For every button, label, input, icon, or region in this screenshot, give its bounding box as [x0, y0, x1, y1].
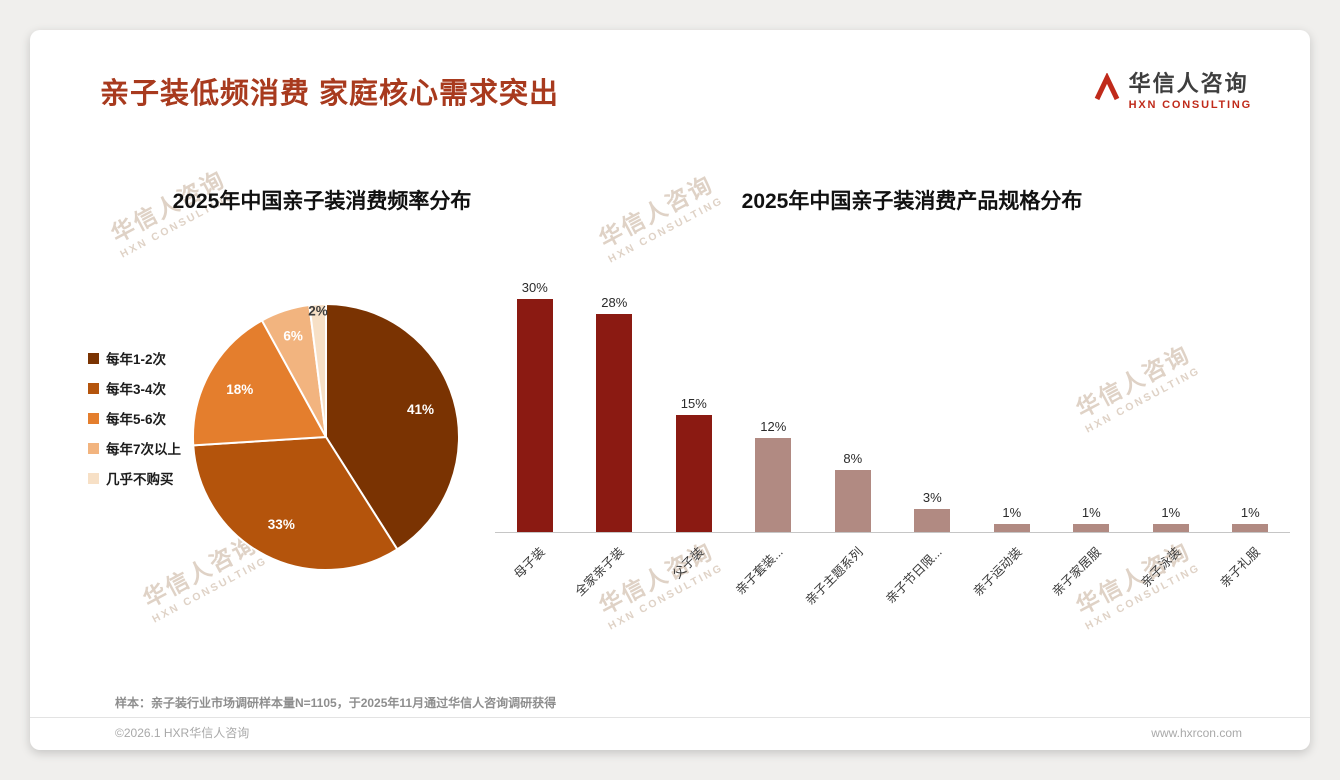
legend-item: 每年7次以上: [88, 433, 181, 463]
bar-category-label: 亲子运动装: [970, 544, 1025, 599]
legend-item: 每年1-2次: [88, 343, 181, 373]
bar-category-labels: 母子装 全家亲子装 父子装 亲子套装... 亲子主题系列 亲子节日限... 亲子运动装 亲子家…: [495, 534, 1290, 644]
bar-value-label: 12%: [760, 419, 787, 435]
pie-value-label: 18%: [226, 382, 253, 397]
bar: [834, 469, 871, 532]
legend-label: 每年7次以上: [106, 442, 182, 457]
bar: [914, 508, 951, 532]
bar: [516, 299, 553, 532]
bar-value-label: 1%: [1081, 505, 1101, 521]
legend-label: 每年1-2次: [106, 352, 167, 367]
logo-caret-icon: [1094, 72, 1120, 110]
bar-value-label: 30%: [521, 280, 548, 295]
pie-slice: [308, 302, 327, 438]
bar-value-label: 1%: [1002, 505, 1022, 521]
bar-slot: 1%: [1131, 280, 1211, 532]
bar-slot: 1%: [1052, 280, 1132, 532]
pie-value-label: 2%: [308, 303, 328, 318]
bar-category-label: 父子装: [670, 544, 707, 582]
legend-label: 每年3-4次: [106, 382, 167, 397]
bar-category-label: 亲子主题系列: [802, 544, 866, 608]
bar-slot: 15%: [654, 280, 734, 532]
bar: [1232, 524, 1269, 532]
legend-swatch: [88, 352, 99, 364]
bar-slot: 8%: [813, 280, 893, 532]
bar: [1152, 524, 1189, 532]
legend-item: 几乎不购买: [88, 463, 181, 493]
bar-value-label: 1%: [1240, 505, 1260, 521]
bar-category-label: 母子装: [511, 544, 548, 582]
slide-footer: ©2026.1 HXR华信人咨询 www.hxrcon.com: [30, 717, 1310, 747]
sample-footnote: 样本：亲子装行业市场调研样本量N=1105，于2025年11月通过华信人咨询调研…: [115, 696, 557, 710]
logo-name-cn: 华信人咨询: [1128, 71, 1249, 96]
bar: [993, 524, 1030, 532]
pie-value-label: 33%: [268, 517, 295, 532]
bar-value-label: 28%: [601, 294, 628, 310]
pie-value-label: 41%: [407, 402, 434, 417]
pie-chart: 41% 33% 18% 6% 2%: [192, 302, 460, 571]
bar-category-label: 亲子套装...: [733, 544, 786, 598]
bar-category-label: 亲子礼服: [1217, 544, 1263, 591]
bar-slot: 28%: [575, 280, 655, 532]
bar-value-label: 8%: [843, 450, 863, 466]
pie-slice: [192, 319, 328, 447]
bar: [675, 415, 712, 532]
legend-swatch: [88, 472, 99, 484]
legend-label: 几乎不购买: [106, 472, 174, 487]
bar-slot: 1%: [972, 280, 1052, 532]
bar-chart: 30% 28% 15% 12% 8% 3% 1% 1% 1% 1%: [495, 280, 1290, 533]
logo-text: 华信人咨询 HXN CONSULTING: [1128, 71, 1252, 112]
bar-slot: 3%: [893, 280, 973, 532]
logo-name-en: HXN CONSULTING: [1128, 99, 1252, 112]
bar-category-label: 亲子泳装: [1138, 544, 1184, 591]
bar-category-label: 亲子节日限...: [883, 544, 945, 607]
bar-category-label: 亲子家居服: [1049, 544, 1104, 599]
website-text: www.hxrcon.com: [1151, 725, 1242, 740]
legend-label: 每年5-6次: [106, 412, 167, 427]
bar-slot: 1%: [1211, 280, 1291, 532]
bar-chart-title: 2025年中国亲子装消费产品规格分布: [741, 190, 1083, 213]
bar-category-label: 全家亲子装: [572, 544, 627, 599]
report-slide: 华信人咨询 HXN CONSULTING 华信人咨询 HXN CONSULTING 华信…: [30, 30, 1310, 750]
watermark: 华信人咨询 HXN CONSULTING: [594, 170, 726, 266]
bar: [1073, 524, 1110, 532]
bar-slot: 30%: [495, 280, 575, 532]
bar-value-label: 1%: [1161, 505, 1181, 521]
legend-swatch: [88, 412, 99, 424]
bar: [755, 438, 792, 532]
legend-swatch: [88, 382, 99, 394]
legend-item: 每年3-4次: [88, 373, 181, 403]
page-title: 亲子装低频消费 家庭核心需求突出: [100, 78, 560, 110]
pie-slice: [192, 435, 399, 571]
pie-legend: 每年1-2次 每年3-4次 每年5-6次 每年7次以上 几乎不购买: [88, 343, 181, 493]
bar-value-label: 15%: [680, 396, 707, 411]
legend-swatch: [88, 442, 99, 454]
bar: [596, 313, 633, 532]
copyright-text: ©2026.1 HXR华信人咨询: [115, 726, 250, 740]
pie-value-label: 6%: [283, 328, 303, 343]
bar-slot: 12%: [734, 280, 814, 532]
legend-item: 每年5-6次: [88, 403, 181, 433]
company-logo: 华信人咨询 HXN CONSULTING: [1094, 71, 1252, 112]
pie-chart-title: 2025年中国亲子装消费频率分布: [172, 190, 472, 213]
bar-value-label: 3%: [922, 489, 942, 505]
